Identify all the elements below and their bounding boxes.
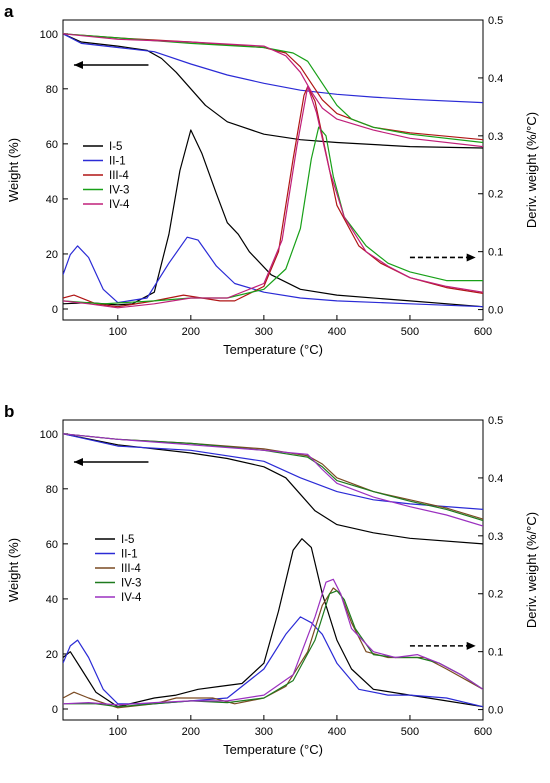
x-tick-label: 600 <box>474 326 492 338</box>
deriv-line-IV-3 <box>63 590 483 708</box>
x-tick-label: 500 <box>401 326 419 338</box>
arrow-left <box>73 61 149 69</box>
legend-label: I-5 <box>109 141 122 153</box>
weight-line-IV-3 <box>63 33 483 144</box>
legend-label: IV-4 <box>109 199 130 211</box>
y-left-tick-label: 60 <box>46 539 58 551</box>
y-left-tick-label: 20 <box>46 649 58 661</box>
panel-letter: a <box>4 2 14 21</box>
y-right-axis-label: Deriv. weight (%/°C) <box>524 512 539 628</box>
y-left-tick-label: 80 <box>46 484 58 496</box>
arrow-right-head <box>466 641 476 650</box>
y-right-tick-label: 0.4 <box>488 73 503 85</box>
legend-label: III-4 <box>121 563 141 575</box>
deriv-line-III-4 <box>63 587 483 709</box>
legend-label: IV-3 <box>121 578 141 590</box>
y-left-axis-label: Weight (%) <box>6 538 21 602</box>
y-left-tick-label: 0 <box>52 704 58 716</box>
legend-label: III-4 <box>109 170 129 182</box>
weight-line-I-5 <box>63 433 483 545</box>
arrow-left <box>73 458 149 466</box>
x-tick-label: 400 <box>328 726 346 738</box>
weight-line-IV-3 <box>63 433 483 522</box>
y-right-tick-label: 0.3 <box>488 531 503 543</box>
legend-label: I-5 <box>121 534 134 546</box>
deriv-line-II-1 <box>63 616 483 708</box>
y-left-tick-label: 40 <box>46 194 58 206</box>
y-right-tick-label: 0.2 <box>488 189 503 201</box>
plot-frame <box>62 19 484 321</box>
deriv-line-III-4 <box>63 85 483 308</box>
y-right-tick-label: 0.5 <box>488 15 503 27</box>
deriv-line-IV-3 <box>63 126 483 305</box>
weight-line-II-1 <box>63 33 483 104</box>
plot-frame <box>62 419 484 721</box>
x-tick-label: 300 <box>255 726 273 738</box>
x-axis-label: Temperature (°C) <box>223 742 323 757</box>
y-right-tick-label: 0.0 <box>488 305 503 317</box>
arrow-right <box>409 253 476 262</box>
weight-line-II-1 <box>63 433 483 510</box>
y-right-tick-label: 0.4 <box>488 473 503 485</box>
deriv-line-I-5 <box>63 129 483 308</box>
arrow-left-head <box>73 458 83 466</box>
legend-label: IV-4 <box>121 592 142 604</box>
panel-b-chart: b 100 200 300 400 500 600 0 20 40 60 80 100 0.0 0.1 0.2… <box>4 402 539 757</box>
deriv-line-IV-4 <box>63 578 483 706</box>
x-tick-label: 300 <box>255 326 273 338</box>
y-right-tick-label: 0.1 <box>488 247 503 259</box>
weight-line-I-5 <box>63 33 483 149</box>
y-left-axis-label: Weight (%) <box>6 138 21 202</box>
y-left-tick-label: 40 <box>46 594 58 606</box>
x-tick-label: 500 <box>401 726 419 738</box>
legend-label: II-1 <box>109 156 126 168</box>
arrow-right-head <box>466 253 476 262</box>
y-left-tick-label: 0 <box>52 304 58 316</box>
y-left-tick-label: 100 <box>40 29 58 41</box>
deriv-line-IV-4 <box>63 85 483 309</box>
y-right-axis-label: Deriv. weight (%/°C) <box>524 112 539 228</box>
y-right-tick-label: 0.0 <box>488 705 503 717</box>
arrow-right <box>409 641 476 650</box>
y-left-tick-label: 100 <box>40 429 58 441</box>
y-right-tick-label: 0.1 <box>488 647 503 659</box>
panel-a-chart: a 100 200 300 400 500 600 0 20 40 60 80 100 0.0 0.1 0.2… <box>4 2 539 357</box>
legend: I-5 II-1 III-4 IV-3 IV-4 <box>95 534 142 604</box>
x-tick-label: 100 <box>109 726 127 738</box>
x-tick-label: 100 <box>109 326 127 338</box>
weight-line-IV-4 <box>63 433 483 527</box>
x-tick-label: 200 <box>182 726 200 738</box>
y-left-tick-label: 80 <box>46 84 58 96</box>
weight-line-IV-4 <box>63 33 483 148</box>
curves <box>63 433 483 709</box>
y-right-tick-label: 0.2 <box>488 589 503 601</box>
legend-label: IV-3 <box>109 185 129 197</box>
panel-letter: b <box>4 402 14 421</box>
legend-label: II-1 <box>121 549 138 561</box>
x-tick-label: 400 <box>328 326 346 338</box>
y-left-tick-label: 60 <box>46 139 58 151</box>
y-right-tick-label: 0.5 <box>488 415 503 427</box>
deriv-line-I-5 <box>63 538 483 708</box>
x-axis-label: Temperature (°C) <box>223 342 323 357</box>
curves <box>63 33 483 309</box>
y-right-tick-label: 0.3 <box>488 131 503 143</box>
x-tick-label: 600 <box>474 726 492 738</box>
arrow-left-head <box>73 61 83 69</box>
deriv-line-II-1 <box>63 236 483 308</box>
legend: I-5 II-1 III-4 IV-3 IV-4 <box>83 141 130 211</box>
y-left-tick-label: 20 <box>46 249 58 261</box>
x-tick-label: 200 <box>182 326 200 338</box>
